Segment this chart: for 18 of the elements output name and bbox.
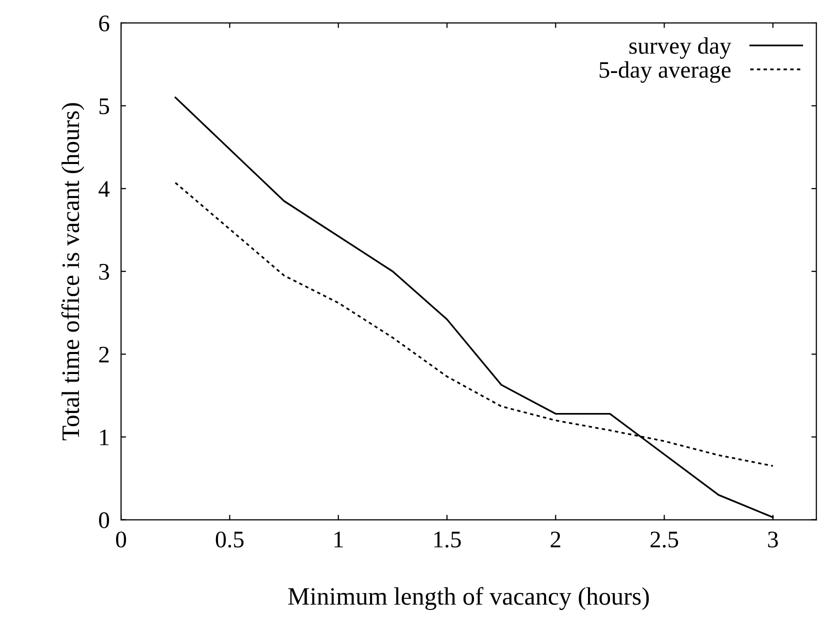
y-tick-label: 3 bbox=[99, 264, 110, 280]
y-tick-label: 5 bbox=[100, 98, 110, 114]
y-tick-label: 1 bbox=[100, 430, 109, 446]
legend-label: survey day bbox=[629, 37, 732, 59]
y-tick-label: 4 bbox=[98, 181, 110, 197]
x-tick-label: 2.5 bbox=[650, 532, 678, 548]
y-axis-title: Total time office is vacant (hours) bbox=[61, 103, 84, 440]
x-tick-label: 3 bbox=[768, 532, 778, 548]
y-tick-label: 6 bbox=[99, 16, 110, 32]
x-tick-label: 1.5 bbox=[434, 532, 461, 548]
x-axis-title: Minimum length of vacancy (hours) bbox=[288, 587, 649, 610]
legend-label: 5-day average bbox=[600, 61, 731, 83]
x-tick-label: 2 bbox=[550, 532, 560, 548]
x-tick-label: 0.5 bbox=[216, 532, 244, 548]
y-tick-label: 0 bbox=[99, 512, 110, 528]
x-tick-label: 1 bbox=[334, 532, 343, 548]
x-tick-label: 0 bbox=[116, 532, 126, 548]
y-tick-label: 2 bbox=[99, 346, 109, 362]
